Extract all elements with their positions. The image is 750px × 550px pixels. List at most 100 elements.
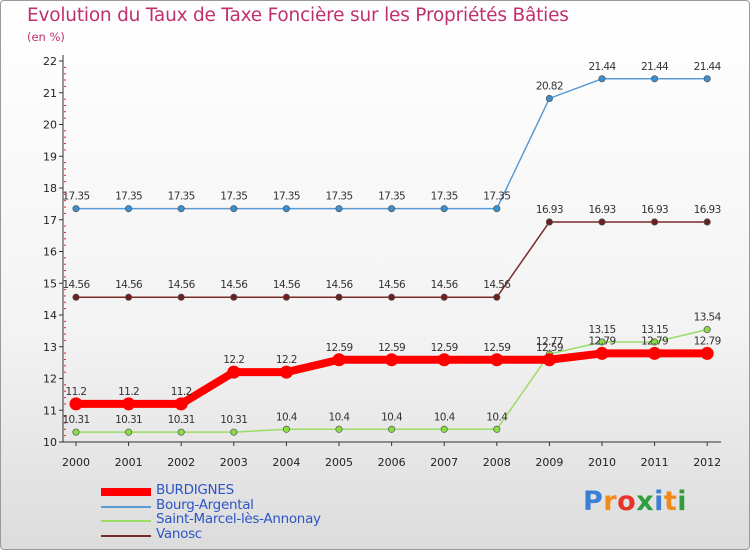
data-point: [282, 293, 290, 301]
data-label: 17.35: [431, 191, 458, 203]
data-point: [598, 75, 606, 83]
data-label: 16.93: [694, 204, 721, 216]
y-tick-label: 22: [43, 55, 57, 68]
data-point: [177, 205, 185, 213]
data-label: 12.79: [641, 335, 668, 347]
data-label: 20.82: [536, 80, 563, 92]
x-tick-label: 2009: [535, 456, 563, 469]
data-label: 12.59: [536, 342, 563, 354]
data-point: [490, 353, 504, 367]
data-label: 17.35: [273, 191, 300, 203]
data-label: 10.31: [62, 414, 89, 426]
data-point: [230, 428, 238, 436]
data-point: [72, 205, 80, 213]
data-point: [651, 75, 659, 83]
data-label: 14.56: [168, 279, 196, 291]
data-point: [230, 205, 238, 213]
x-tick-label: 2012: [693, 456, 721, 469]
data-label: 17.35: [483, 191, 510, 203]
x-tick-label: 2006: [378, 456, 406, 469]
legend-swatch: [101, 488, 151, 496]
data-point: [493, 425, 501, 433]
data-point: [282, 425, 290, 433]
data-point: [279, 365, 293, 379]
data-label: 21.44: [694, 61, 722, 73]
data-point: [388, 425, 396, 433]
logo-letter: i: [654, 486, 664, 517]
y-tick-label: 14: [43, 309, 57, 322]
data-point: [335, 293, 343, 301]
data-label: 16.93: [641, 204, 668, 216]
data-label: 21.44: [588, 61, 616, 73]
data-point: [385, 353, 399, 367]
data-point: [72, 293, 80, 301]
data-label: 12.59: [325, 342, 352, 354]
data-point: [648, 346, 662, 360]
data-point: [493, 205, 501, 213]
y-tick-label: 13: [43, 341, 57, 354]
data-label: 12.2: [223, 354, 244, 366]
y-tick-label: 15: [43, 277, 57, 290]
data-label: 13.15: [588, 324, 615, 336]
data-label: 10.4: [276, 411, 298, 423]
data-point: [703, 218, 711, 226]
data-point: [440, 293, 448, 301]
data-point: [388, 293, 396, 301]
data-label: 17.35: [220, 191, 247, 203]
legend-swatch: [101, 534, 151, 537]
y-tick-label: 18: [43, 182, 57, 195]
data-point: [493, 293, 501, 301]
legend-label: BURDIGNES: [156, 482, 234, 498]
logo-letter: t: [663, 486, 678, 517]
x-tick-label: 2002: [167, 456, 195, 469]
data-point: [177, 293, 185, 301]
data-point: [125, 293, 133, 301]
data-point: [651, 338, 659, 346]
y-tick-label: 16: [43, 246, 57, 259]
data-point: [598, 218, 606, 226]
data-label: 12.79: [694, 335, 721, 347]
x-tick-label: 2003: [220, 456, 248, 469]
data-label: 14.56: [483, 279, 511, 291]
data-point: [125, 428, 133, 436]
unit-label: (en %): [27, 30, 65, 44]
x-tick-label: 2004: [272, 456, 300, 469]
data-label: 17.35: [115, 191, 142, 203]
data-label: 10.31: [115, 414, 142, 426]
data-point: [595, 346, 609, 360]
y-tick-label: 10: [43, 436, 57, 449]
logo-letter: i: [677, 486, 688, 517]
data-point: [542, 353, 556, 367]
data-label: 10.4: [434, 411, 456, 423]
data-label: 12.59: [483, 342, 510, 354]
data-label: 10.4: [381, 411, 403, 423]
data-point: [332, 353, 346, 367]
data-label: 12.59: [378, 342, 405, 354]
data-label: 14.56: [325, 279, 353, 291]
data-label: 21.44: [641, 61, 669, 73]
data-label: 14.56: [431, 279, 459, 291]
data-point: [437, 353, 451, 367]
data-label: 10.31: [220, 414, 247, 426]
data-point: [125, 205, 133, 213]
data-label: 10.4: [329, 411, 351, 423]
data-point: [703, 75, 711, 83]
series-line-1: [76, 78, 708, 210]
data-label: 12.77: [536, 336, 563, 348]
y-tick-label: 20: [43, 119, 57, 132]
data-point: [122, 397, 136, 411]
data-label: 14.56: [378, 279, 406, 291]
x-tick-label: 2011: [641, 456, 669, 469]
data-label: 12.59: [431, 342, 458, 354]
data-point: [545, 94, 553, 103]
data-point: [388, 205, 396, 213]
y-tick-label: 21: [43, 87, 57, 100]
data-point: [545, 218, 553, 226]
data-label: 14.56: [62, 279, 90, 291]
data-point: [69, 397, 83, 411]
data-label: 11.2: [171, 386, 192, 398]
data-label: 11.2: [118, 386, 139, 398]
data-point: [174, 397, 188, 411]
x-tick-label: 2001: [115, 456, 143, 469]
